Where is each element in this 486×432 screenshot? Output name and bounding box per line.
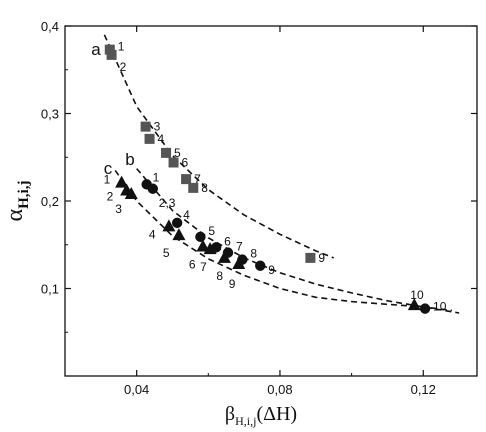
point-label-c: 10 [410, 288, 424, 302]
point-label-c: 5 [163, 246, 170, 260]
marker-b-9 [255, 260, 266, 271]
y-tick-label: 0,1 [41, 282, 59, 297]
y-tick-label: 0,4 [41, 19, 59, 34]
marker-c-3 [124, 187, 138, 199]
plot-frame [64, 25, 478, 377]
y-axis-title: αH,i,j [2, 181, 32, 222]
plot-border [64, 25, 478, 377]
marker-c-4 [162, 219, 176, 232]
data-markers [104, 44, 431, 314]
point-label-b: 10 [433, 300, 447, 314]
x-tick-label: 0,08 [267, 382, 292, 397]
point-label-c: 1 [104, 173, 111, 187]
point-label-b: 4 [183, 208, 190, 222]
point-label-a: 9 [318, 251, 325, 265]
point-label-c: 9 [229, 277, 236, 291]
marker-a-6 [168, 157, 179, 168]
marker-b-4 [171, 217, 183, 229]
marker-a-2 [106, 49, 117, 60]
y-tick-label: 0,3 [41, 107, 59, 122]
series-name-b: b [125, 150, 134, 169]
point-label-b: 6 [224, 234, 231, 248]
axes: 0,04 0,08 0,12 0,1 0,2 0,3 0,4 βH,i,j(ΔH) αH,i,j [2, 19, 477, 428]
point-label-a: 7 [194, 172, 201, 186]
x-tick-label: 0,04 [124, 382, 149, 397]
point-label-c: 2 [107, 190, 114, 204]
marker-a-9 [305, 252, 316, 263]
marker-b-10 [419, 303, 431, 314]
marker-b-2,3 [147, 183, 158, 194]
point-label-c: 4 [149, 227, 156, 241]
point-label-b: 8 [250, 247, 257, 261]
marker-a-5 [161, 147, 172, 158]
series-name-c: c [104, 159, 113, 178]
marker-c-6 [196, 239, 210, 252]
point-label-b: 5 [208, 224, 215, 238]
point-label-a: 5 [174, 146, 181, 160]
marker-a-7 [181, 174, 192, 185]
series-name-a: a [91, 40, 101, 59]
point-label-b: 1 [153, 170, 160, 184]
point-label-c: 8 [216, 269, 223, 283]
marker-b-5 [195, 231, 206, 243]
marker-a-3 [140, 121, 151, 132]
x-axis-title: βH,i,j(ΔH) [225, 403, 297, 428]
point-label-a: 8 [201, 181, 208, 195]
point-label-a: 3 [154, 120, 161, 134]
point-label-a: 1 [118, 40, 125, 54]
marker-c-10 [407, 298, 421, 311]
marker-a-4 [144, 133, 155, 144]
point-label-c: 6 [189, 258, 196, 272]
marker-c-8 [217, 250, 231, 263]
marker-c-5 [172, 228, 186, 241]
point-label-a: 6 [182, 156, 189, 170]
point-label-c: 3 [115, 202, 122, 216]
point-label-b: 9 [268, 263, 275, 277]
trend-line-a [103, 34, 334, 259]
point-label-b: 7 [236, 240, 243, 254]
y-tick-label: 0,2 [41, 194, 59, 209]
point-label-a: 4 [158, 132, 165, 146]
marker-c-7 [203, 242, 217, 255]
trend-line-c [114, 169, 452, 312]
point-label-a: 2 [120, 60, 127, 74]
point-label-c: 7 [200, 260, 207, 274]
point-label-b: 2,3 [159, 196, 176, 210]
marker-a-8 [188, 182, 199, 193]
marker-c-9 [232, 257, 246, 269]
x-tick-label: 0,12 [411, 382, 436, 397]
trend-lines [103, 34, 460, 314]
marker-a-1 [104, 44, 115, 55]
marker-c-1 [115, 175, 129, 188]
